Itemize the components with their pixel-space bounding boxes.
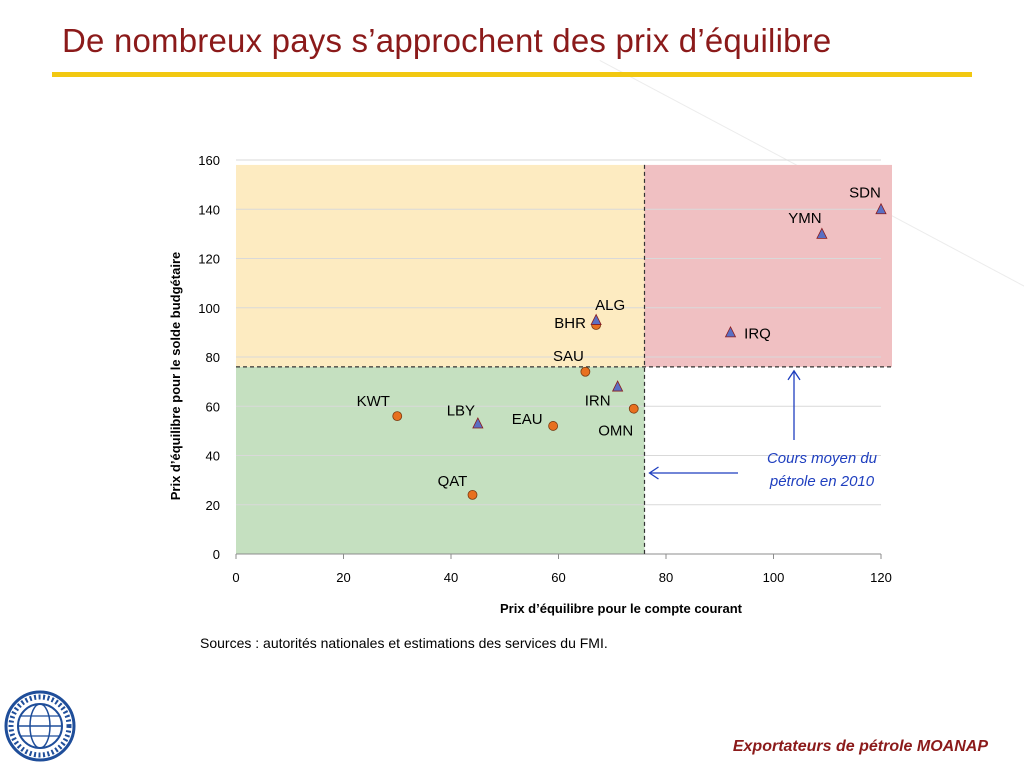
point-qat	[467, 489, 478, 500]
y-tick-label: 0	[213, 547, 220, 562]
region-yellow	[236, 164, 645, 367]
point-eau	[548, 421, 559, 431]
y-tick-label: 80	[206, 350, 220, 365]
region-red	[644, 164, 892, 367]
point-label-sau: SAU	[553, 348, 584, 365]
region-green	[236, 366, 645, 554]
y-tick-label: 20	[206, 498, 220, 513]
point-alg	[590, 313, 602, 325]
chart-annotation: Cours moyen du pétrole en 2010	[648, 369, 878, 490]
x-tick-label: 0	[232, 570, 239, 585]
point-label-omn: OMN	[598, 423, 633, 440]
point-kwt	[392, 411, 403, 422]
point-label-eau: EAU	[512, 411, 543, 428]
y-axis-label: Prix d’équilibre pour le solde budgétair…	[168, 252, 183, 501]
annotation-text: pétrole en 2010	[769, 473, 875, 490]
point-ymn	[816, 227, 828, 239]
point-label-irn: IRN	[585, 393, 611, 410]
sources-note: Sources : autorités nationales et estima…	[200, 635, 608, 651]
point-label-alg: ALG	[595, 297, 625, 314]
chart-points: KWT QAT EAU SAU BHR OMN LBY ALG IRN IRQ YMN SDN	[357, 184, 887, 500]
arrowhead-up	[787, 369, 801, 381]
point-label-qat: QAT	[438, 473, 468, 490]
chart-axes	[235, 553, 882, 559]
imf-seal-icon	[4, 690, 76, 762]
x-tick-label: 20	[336, 570, 350, 585]
arrowhead-left	[648, 466, 659, 480]
point-label-sdn: SDN	[849, 184, 881, 201]
x-tick-label: 40	[444, 570, 458, 585]
point-label-lby: LBY	[447, 402, 475, 419]
scatter-chart: 0 20 40 60 80 100 120 0 20 40 60 80 100 120 140 160 KWT…	[168, 153, 892, 616]
point-sau	[580, 366, 591, 377]
annotation-text: Cours moyen du	[767, 450, 878, 467]
point-label-bhr: BHR	[554, 315, 586, 332]
point-label-kwt: KWT	[357, 393, 390, 410]
point-lby	[472, 417, 484, 429]
y-tick-label: 100	[198, 301, 220, 316]
point-label-ymn: YMN	[788, 210, 821, 227]
title-underline	[52, 72, 972, 77]
y-tick-label: 40	[206, 449, 220, 464]
y-tick-label: 140	[198, 202, 220, 217]
point-omn	[628, 403, 639, 414]
point-irn	[611, 380, 624, 392]
chart-regions	[236, 164, 892, 554]
x-axis-label: Prix d’équilibre pour le compte courant	[500, 601, 743, 616]
chart-tick-labels: 0 20 40 60 80 100 120 0 20 40 60 80 100 120 140 160	[198, 153, 892, 585]
chart-threshold-lines	[236, 164, 892, 554]
point-label-irq: IRQ	[744, 325, 771, 342]
footer-caption: Exportateurs de pétrole MOANAP	[732, 738, 988, 755]
page-title: De nombreux pays s’approchent des prix d…	[62, 22, 832, 59]
point-sdn	[875, 202, 887, 215]
y-tick-label: 120	[198, 252, 220, 267]
x-tick-label: 60	[551, 570, 565, 585]
y-tick-label: 160	[198, 153, 220, 168]
x-tick-label: 80	[659, 570, 673, 585]
x-tick-label: 100	[763, 570, 785, 585]
chart-gridlines	[236, 159, 881, 506]
y-tick-label: 60	[206, 399, 220, 414]
point-irq	[724, 325, 737, 338]
x-tick-label: 120	[870, 570, 892, 585]
